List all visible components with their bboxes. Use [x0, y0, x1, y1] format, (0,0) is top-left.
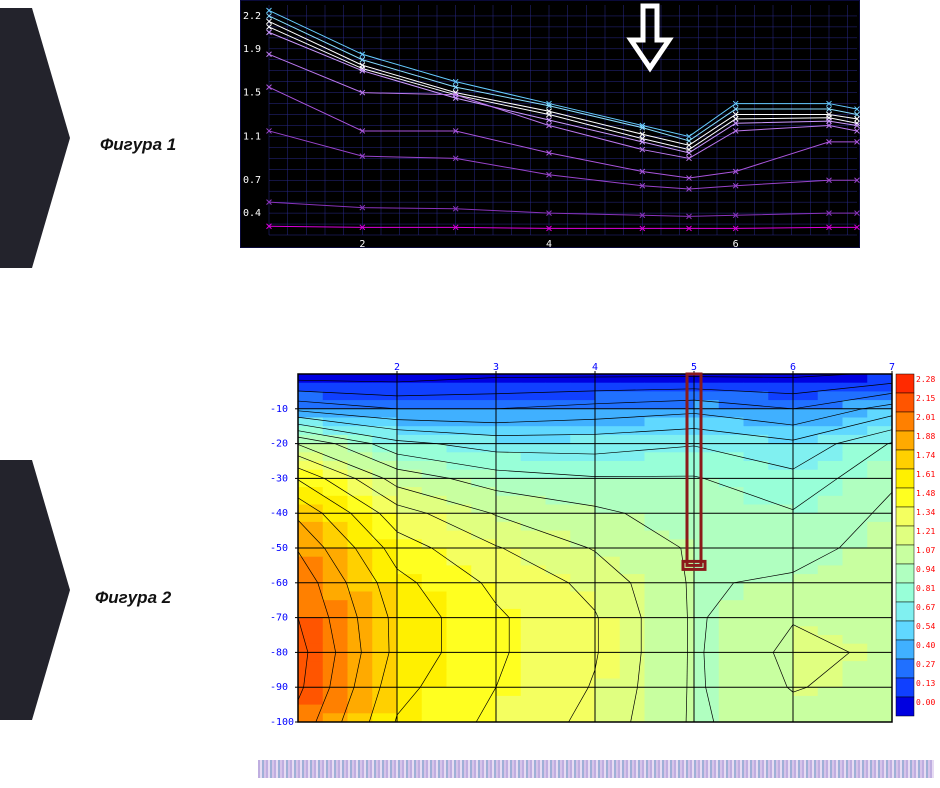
- svg-text:0.4: 0.4: [243, 208, 261, 219]
- figure1-label: Фигура 1: [100, 135, 176, 155]
- svg-text:0.40: 0.40: [916, 641, 935, 650]
- svg-text:0.7: 0.7: [243, 175, 261, 186]
- arrow-block-fig1: [0, 8, 70, 268]
- figure2-label: Фигура 2: [95, 588, 171, 608]
- svg-text:2.2: 2.2: [243, 11, 261, 22]
- svg-text:1.34: 1.34: [916, 508, 935, 517]
- svg-text:-80: -80: [270, 647, 288, 658]
- arrow-block-fig2: [0, 460, 70, 720]
- svg-text:1.74: 1.74: [916, 451, 935, 460]
- svg-text:2.01: 2.01: [916, 413, 935, 422]
- svg-text:-60: -60: [270, 578, 288, 589]
- svg-text:2: 2: [359, 239, 365, 249]
- svg-text:-40: -40: [270, 508, 288, 519]
- svg-text:0.94: 0.94: [916, 565, 935, 574]
- svg-text:-50: -50: [270, 543, 288, 554]
- svg-text:2.15: 2.15: [916, 394, 935, 403]
- svg-text:-70: -70: [270, 613, 288, 624]
- svg-text:1.1: 1.1: [243, 131, 261, 142]
- svg-text:0.67: 0.67: [916, 603, 935, 612]
- figure1-chart: 2 4 6 0.4 0.7 1.1 1.5 1.9 2.2: [240, 0, 860, 248]
- figure2-chart: 234567-10-20-30-40-50-60-70-80-90-1002.2…: [258, 356, 938, 728]
- svg-text:1.48: 1.48: [916, 489, 935, 498]
- svg-text:2.28: 2.28: [916, 375, 935, 384]
- svg-text:1.9: 1.9: [243, 44, 261, 55]
- svg-text:-90: -90: [270, 682, 288, 693]
- svg-text:0.13: 0.13: [916, 679, 935, 688]
- svg-text:0.81: 0.81: [916, 584, 935, 593]
- figure1-svg: 2 4 6 0.4 0.7 1.1 1.5 1.9 2.2: [241, 1, 861, 249]
- svg-text:-100: -100: [270, 717, 294, 728]
- svg-text:-30: -30: [270, 473, 288, 484]
- svg-text:4: 4: [546, 239, 552, 249]
- svg-text:1.07: 1.07: [916, 546, 935, 555]
- svg-text:1.61: 1.61: [916, 470, 935, 479]
- svg-text:-10: -10: [270, 404, 288, 415]
- svg-text:1.21: 1.21: [916, 527, 935, 536]
- svg-text:0.27: 0.27: [916, 660, 935, 669]
- svg-text:0.00: 0.00: [916, 698, 935, 707]
- svg-text:1.5: 1.5: [243, 88, 261, 99]
- figure2-svg: 234567-10-20-30-40-50-60-70-80-90-1002.2…: [258, 356, 938, 728]
- svg-text:0.54: 0.54: [916, 622, 935, 631]
- svg-text:6: 6: [733, 239, 739, 249]
- noise-strip: [258, 760, 934, 778]
- svg-text:-20: -20: [270, 439, 288, 450]
- down-arrow-icon: [625, 2, 675, 80]
- svg-text:1.88: 1.88: [916, 432, 935, 441]
